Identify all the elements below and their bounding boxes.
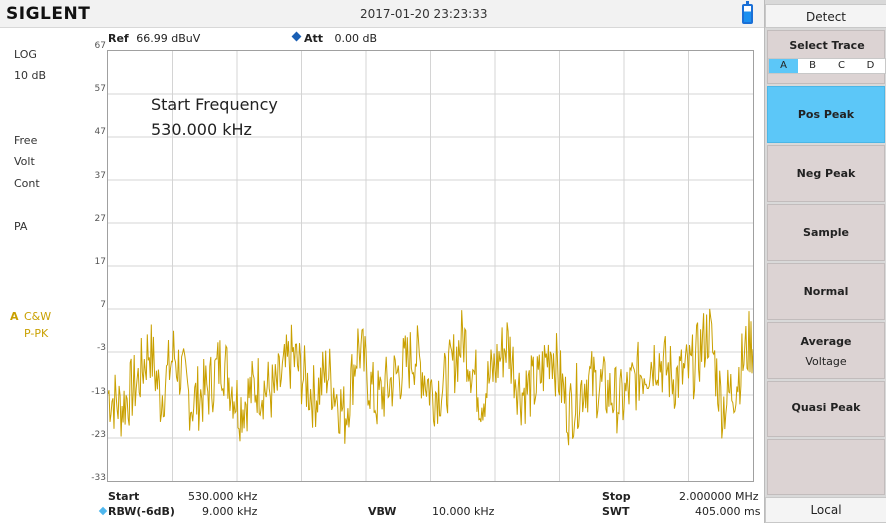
sweep-mode: Cont	[14, 177, 40, 190]
local-button[interactable]: Local	[765, 497, 886, 523]
quasi-peak-button[interactable]: Quasi Peak	[767, 381, 885, 437]
sample-label: Sample	[803, 226, 849, 239]
rbw-marker-icon	[98, 506, 108, 516]
vbw-label: VBW	[368, 505, 397, 518]
y-tick-label: -23	[91, 429, 106, 440]
ref-level-info: Ref 66.99 dBuV	[108, 32, 200, 45]
trace-tabs: A B C D	[768, 58, 886, 74]
preamp-status: PA	[14, 220, 28, 233]
rbw-value: 9.000 kHz	[202, 505, 258, 518]
y-tick-label: 47	[94, 127, 106, 138]
empty-softkey[interactable]	[767, 439, 885, 495]
pos-peak-button[interactable]: Pos Peak	[767, 86, 885, 143]
y-tick-label: -13	[91, 386, 106, 397]
trace-tab-c[interactable]: C	[838, 60, 845, 71]
trace-letter: A	[10, 310, 19, 323]
attenuation-info: Att 0.00 dB	[304, 32, 377, 45]
att-label: Att	[304, 32, 324, 45]
y-tick-label: 7	[100, 300, 106, 311]
swt-label: SWT	[602, 505, 630, 518]
vbw-value: 10.000 kHz	[432, 505, 495, 518]
rbw-label: RBW(-6dB)	[108, 505, 175, 518]
neg-peak-button[interactable]: Neg Peak	[767, 145, 885, 202]
spectrum-svg	[108, 51, 753, 481]
select-trace-label: Select Trace	[789, 39, 865, 52]
plot-grid	[108, 51, 753, 481]
scale-division: 10 dB	[14, 69, 47, 82]
trigger-mode: Free	[14, 134, 38, 147]
y-tick-label: 37	[94, 170, 106, 181]
y-tick-label: -33	[91, 473, 106, 483]
normal-button[interactable]: Normal	[767, 263, 885, 320]
average-sub-label: Voltage	[805, 355, 847, 368]
swt-value: 405.000 ms	[695, 505, 761, 518]
y-tick-label: 17	[94, 257, 106, 267]
trace-detector: P-PK	[24, 327, 49, 340]
date-time: 2017-01-20 23:23:33	[360, 7, 488, 21]
start-label: Start	[108, 490, 140, 503]
y-tick-label: -3	[97, 343, 106, 354]
spectrum-plot[interactable]	[107, 50, 754, 482]
trace-tab-b[interactable]: B	[809, 60, 816, 71]
top-status-bar: SIGLENT 2017-01-20 23:23:33	[0, 0, 764, 28]
y-tick-label: 67	[94, 41, 106, 51]
menu-title: Detect	[765, 4, 886, 28]
y-tick-label: 57	[94, 84, 106, 95]
amplitude-unit: Volt	[14, 155, 35, 168]
quasi-peak-label: Quasi Peak	[791, 401, 861, 414]
neg-peak-label: Neg Peak	[796, 167, 856, 180]
ref-value: 66.99 dBuV	[136, 32, 201, 45]
pos-peak-label: Pos Peak	[797, 108, 855, 121]
start-value: 530.000 kHz	[188, 490, 258, 503]
trace-a-line	[108, 308, 753, 446]
ref-label: Ref	[108, 32, 129, 45]
average-button[interactable]: Average Voltage	[767, 322, 885, 379]
softkey-panel: Detect Select Trace A B C D Pos Peak Neg…	[764, 0, 886, 523]
annotation-title: Start Frequency	[151, 95, 278, 114]
normal-label: Normal	[803, 285, 849, 298]
sample-button[interactable]: Sample	[767, 204, 885, 261]
battery-icon	[742, 1, 753, 24]
scale-type: LOG	[14, 48, 37, 61]
trace-type: C&W	[24, 310, 52, 323]
average-label: Average	[800, 335, 852, 348]
att-marker-icon	[291, 31, 302, 42]
stop-label: Stop	[602, 490, 631, 503]
brand-logo: SIGLENT	[6, 4, 91, 24]
att-value: 0.00 dB	[334, 32, 378, 45]
select-trace-key[interactable]: Select Trace A B C D	[767, 30, 886, 84]
trace-tab-d[interactable]: D	[866, 60, 875, 71]
stop-value: 2.000000 MHz	[679, 490, 759, 503]
trace-tab-a[interactable]: A	[769, 59, 798, 73]
y-tick-label: 27	[94, 213, 106, 224]
annotation-value: 530.000 kHz	[151, 120, 252, 139]
